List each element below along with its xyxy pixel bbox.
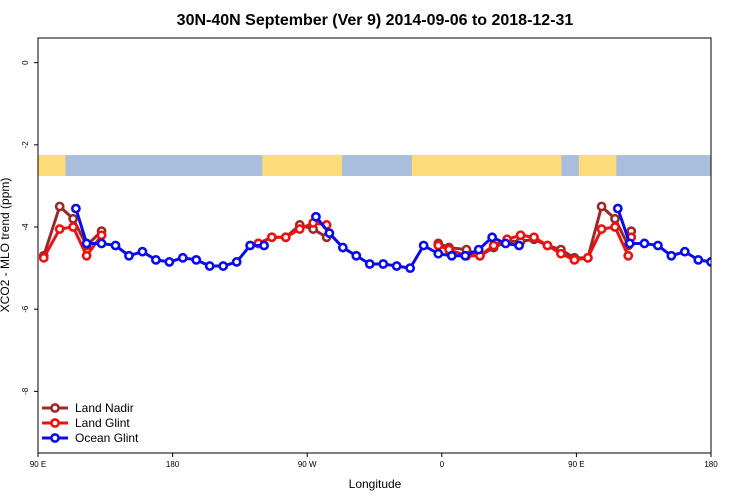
data-point [68,213,79,224]
data-point [488,240,499,251]
data-point [81,238,92,249]
data-point [245,240,256,251]
data-point [514,240,524,251]
data-point [610,222,620,232]
data-point [487,232,498,243]
data-point [666,250,677,261]
data-point [96,238,107,249]
data-point [706,257,711,267]
axes: 90 E 180 90 W 0 90 E 180 0 -2 -4 -6 -8 [21,60,718,469]
legend-item: Land Nadir [42,401,134,415]
data-point [81,250,92,261]
data-point [610,213,620,224]
y-tick-label: -6 [21,305,30,313]
y-tick-label: 0 [21,60,30,65]
legend-swatch-marker [50,433,60,443]
data-point [405,263,416,273]
world-map-band [38,155,711,176]
data-point [500,238,511,249]
data-point [582,252,593,263]
data-point [569,254,580,265]
y-tick-label: -4 [21,223,30,231]
data-point [364,259,375,269]
land-region [262,155,343,176]
legend-label: Land Nadir [75,401,134,415]
data-point [110,240,121,251]
x-tick-label: 90 E [568,460,584,469]
data-point [266,232,277,243]
data-point [612,203,623,214]
data-point [418,240,429,251]
data-point [150,254,161,265]
legend-item: Land Glint [42,416,130,430]
plot-area [38,201,711,273]
series-line [314,215,520,270]
data-point [693,254,704,265]
data-point [68,222,79,232]
plot-frame [37,37,712,454]
x-tick-label: 0 [440,460,445,469]
data-point [54,201,65,212]
data-point [624,238,635,249]
x-tick-label: 90 E [30,460,46,469]
land-region [38,155,66,176]
data-point [446,250,457,261]
x-tick-label: 90 W [298,460,317,469]
data-point [218,261,229,271]
data-point [137,246,148,257]
data-point [639,238,650,249]
x-tick-label: 180 [166,460,180,469]
data-point [70,203,81,214]
data-point [259,240,269,251]
legend-label: Ocean Glint [75,431,139,445]
data-point [191,254,202,265]
x-tick-label: 180 [704,460,718,469]
data-point [280,232,291,243]
y-tick-label: -2 [21,141,30,149]
data-point [433,240,444,251]
legend-swatch-marker [50,403,60,413]
data-point [623,250,634,261]
data-point [473,244,484,255]
data-point [433,248,444,259]
data-point [653,240,663,251]
y-axis-label: XCO2 - MLO trend (ppm) [0,178,12,313]
data-point [391,261,402,271]
data-point [515,230,526,241]
y-tick-label: -8 [21,387,30,395]
data-point [38,252,49,263]
data-point [337,242,348,253]
data-point [378,259,389,269]
data-point [164,257,175,267]
data-point [231,257,242,267]
series-ocean-glint [70,203,711,273]
legend-label: Land Glint [75,416,130,430]
data-point [124,250,134,261]
land-region [411,155,562,176]
chart-title: 30N-40N September (Ver 9) 2014-09-06 to … [177,12,574,29]
data-point [556,248,566,259]
data-point [679,246,690,257]
x-axis-label: Longitude [349,477,402,491]
data-point [204,261,215,271]
land-region [578,155,617,176]
data-point [542,240,553,251]
data-point [596,224,607,234]
data-point [294,224,305,234]
data-point [529,232,539,243]
data-point [54,224,65,234]
data-point [324,228,335,239]
data-point [177,252,188,263]
data-point [351,250,362,261]
data-point [311,211,321,222]
data-point [460,250,471,261]
legend-swatch-marker [50,418,60,428]
legend-item: Ocean Glint [42,431,139,445]
data-point [96,230,107,241]
data-point [596,201,607,212]
